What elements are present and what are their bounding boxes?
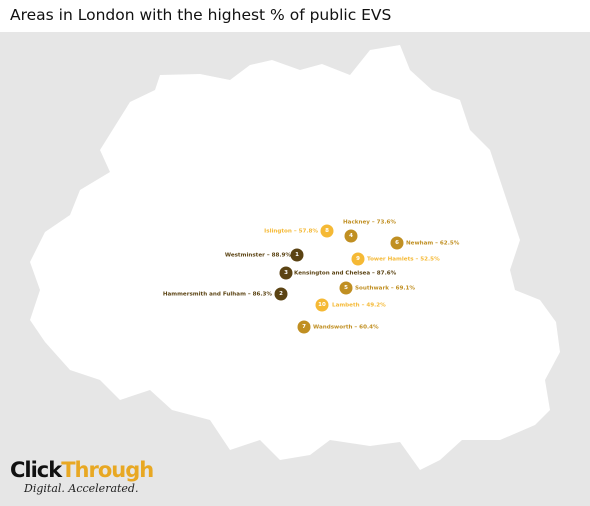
- marker: [315, 298, 329, 312]
- marker-rank: 7: [302, 324, 306, 330]
- marker-rank: 1: [295, 252, 299, 258]
- area-label: Tower Hamlets – 52.5%: [367, 257, 440, 263]
- marker: [297, 320, 311, 334]
- marker-rank: 6: [395, 240, 399, 246]
- area-label: Wandsworth – 60.4%: [313, 325, 379, 331]
- marker-rank: 5: [344, 285, 348, 291]
- marker: [274, 287, 288, 301]
- area-label: Kensington and Chelsea – 87.6%: [294, 271, 397, 277]
- marker-rank: 4: [349, 233, 353, 239]
- title: Areas in London with the highest % of pu…: [10, 6, 392, 24]
- logo-part: Click: [10, 458, 62, 482]
- marker: [390, 236, 404, 250]
- area-label: Newham – 62.5%: [406, 241, 460, 247]
- marker: [320, 224, 334, 238]
- marker: [339, 281, 353, 295]
- area-label: Westminster – 88.9%: [225, 253, 292, 259]
- marker: [290, 248, 304, 262]
- area-label: Southwark – 69.1%: [355, 286, 415, 292]
- marker-rank: 8: [325, 228, 329, 234]
- marker-rank: 3: [284, 270, 288, 276]
- marker-rank: 2: [279, 291, 283, 297]
- marker: [351, 252, 365, 266]
- logo: ClickThrough Digital. Accelerated.: [10, 458, 154, 495]
- marker: [279, 266, 293, 280]
- marker: [344, 229, 358, 243]
- area-label: Hammersmith and Fulham – 86.3%: [163, 292, 273, 298]
- area-label: Islington – 57.8%: [264, 229, 318, 235]
- area-label: Lambeth – 49.2%: [332, 303, 386, 309]
- logo-part: Through: [61, 458, 154, 482]
- logo-wordmark: ClickThrough: [10, 458, 154, 482]
- logo-tagline: Digital. Accelerated.: [24, 482, 139, 495]
- header: Areas in London with the highest % of pu…: [0, 0, 590, 32]
- area-label: Hackney – 73.6%: [343, 220, 396, 226]
- marker-rank: 10: [318, 302, 326, 308]
- marker-rank: 9: [356, 256, 360, 262]
